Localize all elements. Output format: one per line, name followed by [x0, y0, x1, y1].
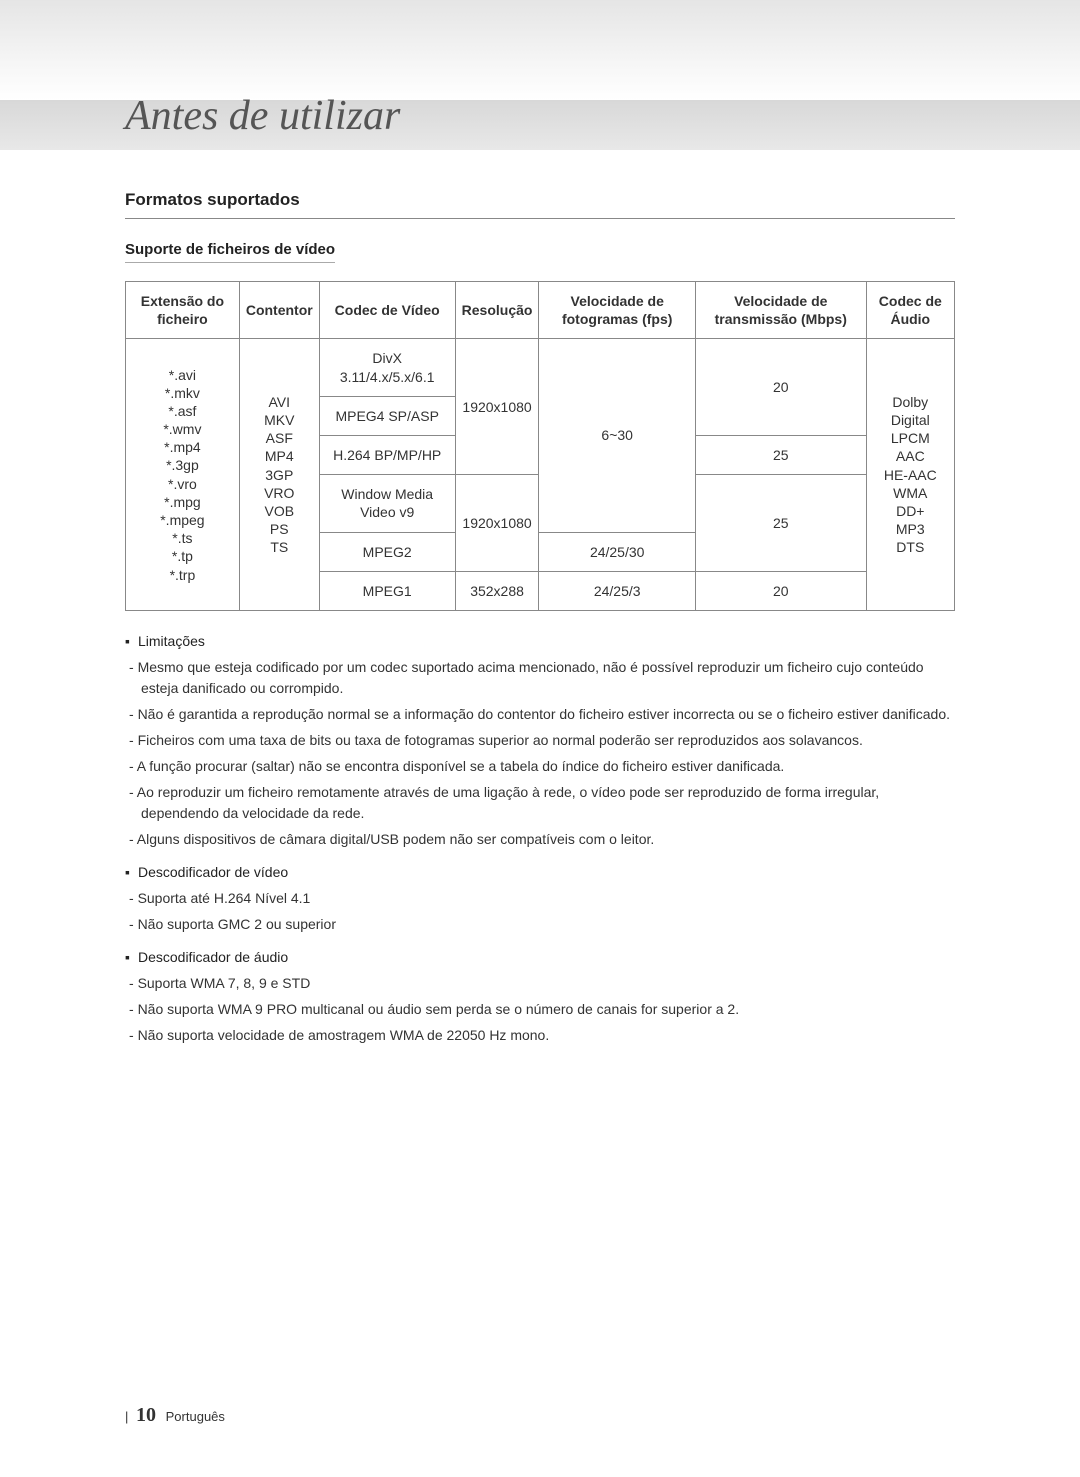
table-cell-codec: H.264 BP/MP/HP — [319, 435, 455, 474]
table-cell-bitrate: 25 — [695, 435, 866, 474]
list-item: Não suporta WMA 9 PRO multicanal ou áudi… — [125, 999, 955, 1020]
table-header: Velocidade de fotogramas (fps) — [539, 282, 695, 339]
list-item: Suporta até H.264 Nível 4.1 — [125, 888, 955, 909]
subsection-title: Suporte de ficheiros de vídeo — [125, 241, 335, 263]
table-cell-audio: Dolby Digital LPCM AAC HE-AAC WMA DD+ MP… — [866, 339, 954, 611]
section-title: Formatos suportados — [125, 190, 955, 219]
page-footer: | 10 Português — [125, 1404, 225, 1427]
table-cell-codec: MPEG1 — [319, 571, 455, 610]
table-cell-resolution: 1920x1080 — [455, 475, 539, 572]
footer-pipe: | — [125, 1409, 128, 1424]
list-item: Ao reproduzir um ficheiro remotamente at… — [125, 782, 955, 824]
table-cell-container: AVI MKV ASF MP4 3GP VRO VOB PS TS — [239, 339, 319, 611]
table-cell-codec: Window Media Video v9 — [319, 475, 455, 532]
table-cell-fps: 24/25/30 — [539, 532, 695, 571]
table-cell-codec: DivX 3.11/4.x/5.x/6.1 — [319, 339, 455, 396]
list-item: Ficheiros com uma taxa de bits ou taxa d… — [125, 730, 955, 751]
video-decoder-heading: Descodificador de vídeo — [125, 864, 955, 880]
top-gradient-band — [0, 0, 1080, 100]
list-item: Alguns dispositivos de câmara digital/US… — [125, 829, 955, 850]
table-cell-codec: MPEG4 SP/ASP — [319, 396, 455, 435]
table-cell-codec: MPEG2 — [319, 532, 455, 571]
table-cell-fps: 24/25/3 — [539, 571, 695, 610]
list-item: Não é garantida a reprodução normal se a… — [125, 704, 955, 725]
content-area: Formatos suportados Suporte de ficheiros… — [0, 150, 1080, 1090]
limitations-heading: Limitações — [125, 633, 955, 649]
video-decoder-list: Suporta até H.264 Nível 4.1 Não suporta … — [125, 888, 955, 935]
page-title: Antes de utilizar — [125, 93, 400, 139]
table-header: Resolução — [455, 282, 539, 339]
title-band: Antes de utilizar — [0, 100, 1080, 150]
table-header: Codec de Áudio — [866, 282, 954, 339]
audio-decoder-heading: Descodificador de áudio — [125, 949, 955, 965]
footer-language: Português — [166, 1409, 225, 1424]
table-cell-resolution: 352x288 — [455, 571, 539, 610]
table-cell-extensions: *.avi *.mkv *.asf *.wmv *.mp4 *.3gp *.vr… — [126, 339, 240, 611]
table-cell-bitrate: 25 — [695, 475, 866, 572]
table-cell-bitrate: 20 — [695, 339, 866, 436]
audio-decoder-list: Suporta WMA 7, 8, 9 e STD Não suporta WM… — [125, 973, 955, 1046]
page-number: 10 — [136, 1404, 156, 1426]
table-cell-fps: 6~30 — [539, 339, 695, 532]
list-item: A função procurar (saltar) não se encont… — [125, 756, 955, 777]
table-header: Velocidade de transmissão (Mbps) — [695, 282, 866, 339]
table-header: Codec de Vídeo — [319, 282, 455, 339]
table-header: Contentor — [239, 282, 319, 339]
video-format-table: Extensão do ficheiro Contentor Codec de … — [125, 281, 955, 611]
table-cell-resolution: 1920x1080 — [455, 339, 539, 475]
limitations-list: Mesmo que esteja codificado por um codec… — [125, 657, 955, 850]
list-item: Suporta WMA 7, 8, 9 e STD — [125, 973, 955, 994]
list-item: Mesmo que esteja codificado por um codec… — [125, 657, 955, 699]
list-item: Não suporta GMC 2 ou superior — [125, 914, 955, 935]
table-header: Extensão do ficheiro — [126, 282, 240, 339]
list-item: Não suporta velocidade de amostragem WMA… — [125, 1025, 955, 1046]
table-cell-bitrate: 20 — [695, 571, 866, 610]
